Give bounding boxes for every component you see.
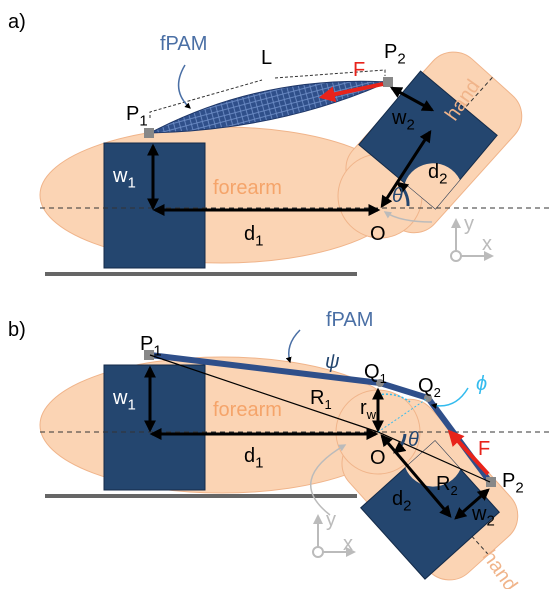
label-text: d — [428, 161, 439, 183]
label-text: R — [436, 473, 450, 495]
label-subscript: 2 — [515, 479, 523, 496]
label-text: F — [353, 59, 365, 81]
label-subscript: w — [366, 407, 377, 422]
label-text: w — [471, 503, 487, 525]
label-text: F — [478, 438, 490, 460]
label: Q2 — [418, 375, 441, 400]
label: P1 — [126, 103, 148, 129]
label: F — [478, 438, 490, 460]
label-subscript: 2 — [486, 512, 494, 529]
label: y — [326, 509, 336, 531]
label-text: θ — [408, 429, 419, 451]
label: P2 — [384, 41, 406, 67]
label: x — [343, 533, 353, 555]
label-subscript: 2 — [434, 385, 441, 400]
label-subscript: 1 — [380, 371, 387, 386]
label-subscript: 1 — [139, 112, 147, 129]
label-text: x — [482, 233, 492, 255]
label-text: P — [502, 470, 515, 492]
label-text: ψ — [325, 351, 340, 373]
label-text: R — [310, 387, 324, 409]
label: y — [464, 213, 474, 235]
p1-point — [144, 128, 154, 138]
label: b) — [8, 319, 26, 341]
label-subscript: 2 — [406, 116, 414, 133]
label-subscript: 2 — [439, 170, 447, 187]
label-text: x — [343, 533, 353, 555]
label-text: d — [392, 488, 403, 510]
label: fPAM — [160, 33, 207, 55]
label-text: w — [391, 107, 407, 129]
panel-b — [40, 330, 552, 589]
label: forearm — [213, 177, 282, 199]
label-text: a) — [8, 11, 26, 33]
p2-point — [486, 477, 496, 487]
label: L — [261, 47, 272, 69]
label: fPAM — [326, 309, 373, 331]
label: a) — [8, 11, 26, 33]
label-text: fPAM — [326, 309, 373, 331]
label-subscript: 1 — [324, 397, 331, 412]
label-text: fPAM — [160, 33, 207, 55]
label-text: Q — [418, 375, 434, 397]
label: O — [370, 447, 386, 469]
label-subscript: 1 — [127, 174, 135, 191]
label-text: P — [140, 333, 153, 355]
pointer — [289, 330, 300, 362]
label-text: P — [126, 103, 139, 125]
label: Q1 — [364, 361, 387, 386]
label-text: P — [384, 41, 397, 63]
label-subscript: 1 — [255, 454, 263, 471]
label-subscript: 1 — [127, 396, 135, 413]
label: x — [482, 233, 492, 255]
label-text: d — [244, 223, 255, 245]
label: θ — [408, 429, 419, 451]
label: forearm — [213, 399, 282, 421]
forearm-block — [104, 365, 205, 490]
label: θ — [392, 185, 403, 207]
label: ψ — [325, 351, 340, 373]
label-subscript: 1 — [255, 232, 263, 249]
label-text: forearm — [213, 177, 282, 199]
panel-a — [40, 38, 552, 274]
label-subscript: 2 — [397, 50, 405, 67]
label-text: b) — [8, 319, 26, 341]
label-text: L — [261, 47, 272, 69]
label-subscript: 1 — [153, 342, 161, 359]
label-text: d — [244, 445, 255, 467]
label-subscript: 2 — [403, 497, 411, 514]
label: ϕ — [476, 373, 487, 395]
label-text: Q — [364, 361, 380, 383]
label-subscript: 2 — [450, 483, 457, 498]
label-text: O — [370, 447, 386, 469]
p2-point — [383, 77, 393, 87]
label-text: w — [112, 165, 128, 187]
figure: a)fPAMLFP2P1w2handw1d2forearmθd1Oyxb)P1f… — [0, 0, 554, 589]
label-text: θ — [392, 185, 403, 207]
label-text: y — [464, 213, 474, 235]
label-text: ϕ — [476, 373, 487, 395]
label-text: w — [112, 387, 128, 409]
label-text: O — [370, 223, 386, 245]
label-text: forearm — [213, 399, 282, 421]
label: F — [353, 59, 365, 81]
label-text: y — [326, 509, 336, 531]
label: O — [370, 223, 386, 245]
